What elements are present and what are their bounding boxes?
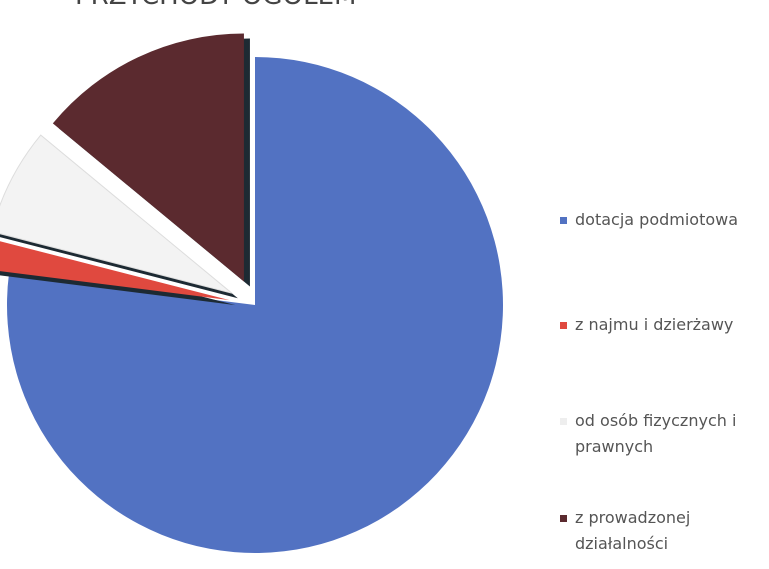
legend-swatch (560, 515, 567, 522)
legend-swatch (560, 217, 567, 224)
slice (6, 57, 503, 554)
legend-label: z najmu i dzierżawy (575, 315, 734, 334)
chart-title: PRZYCHODY OGÓŁEM (75, 0, 356, 11)
legend-item: z prowadzonej działalności (560, 505, 765, 557)
slice (52, 33, 244, 282)
legend-item: dotacja podmiotowa (560, 207, 765, 233)
legend-swatch (560, 322, 567, 329)
legend-label: dotacja podmiotowa (575, 210, 739, 229)
legend-item: od osób fizycznych i prawnych (560, 408, 765, 460)
slice (0, 241, 230, 301)
slice (0, 134, 233, 294)
legend-swatch (560, 418, 567, 425)
legend-item: z najmu i dzierżawy (560, 312, 765, 338)
legend-label: od osób fizycznych i prawnych (575, 411, 737, 456)
legend-label: z prowadzonej działalności (575, 508, 691, 553)
